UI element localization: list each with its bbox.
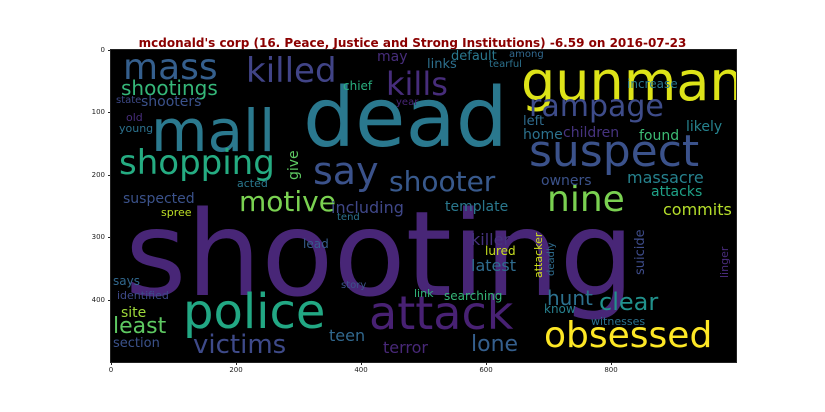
word-default: default <box>451 50 497 64</box>
word-chief: chief <box>343 79 373 93</box>
x-tick-label: 600 <box>479 366 493 374</box>
word-home: home <box>523 127 563 143</box>
y-tick-mark <box>108 299 111 301</box>
word-shopping: shopping <box>119 143 275 183</box>
word-tearful: tearful <box>489 59 522 70</box>
word-mall: mall <box>151 97 276 165</box>
word-shootings: shootings <box>121 76 218 100</box>
word-attack: attack <box>369 286 514 340</box>
y-tick-label: 100 <box>91 108 105 117</box>
word-witnesses: witnesses <box>591 315 646 328</box>
word-say: say <box>313 149 379 193</box>
x-tick-mark <box>236 362 237 365</box>
word-rampage: rampage <box>529 89 664 124</box>
word-links: links <box>427 57 457 72</box>
word-attacks: attacks <box>651 184 703 200</box>
word-deadly: deadly <box>546 242 557 276</box>
word-victims: victims <box>193 330 287 360</box>
word-linger: linger <box>718 246 731 278</box>
word-tend: tend <box>337 212 360 223</box>
word-found: found <box>639 128 680 144</box>
word-gunman: gunman <box>521 50 736 113</box>
word-likely: likely <box>686 119 723 135</box>
word-suspected: suspected <box>123 191 195 207</box>
word-killed: killed <box>246 51 337 91</box>
word-section: section <box>113 336 160 351</box>
word-increase: increase <box>627 77 678 91</box>
word-children: children <box>563 125 620 141</box>
word-mass: mass <box>123 50 218 88</box>
y-tick-label: 300 <box>91 233 105 242</box>
word-suicide: suicide <box>633 229 648 275</box>
word-killer: killer <box>471 230 511 249</box>
word-obsessed: obsessed <box>544 315 713 356</box>
word-nine: nine <box>547 179 625 220</box>
word-state: state <box>116 95 142 106</box>
word-shooters: shooters <box>141 94 202 110</box>
word-identified: identified <box>117 289 169 302</box>
word-old: old <box>126 111 143 124</box>
word-attacker: attacker <box>532 232 545 278</box>
word-young: young <box>119 122 154 135</box>
word-give: give <box>286 150 302 180</box>
word-lured: lured <box>485 244 516 258</box>
x-tick-label: 0 <box>108 366 114 374</box>
word-terror: terror <box>383 338 429 357</box>
x-tick-mark <box>611 362 612 365</box>
y-tick-mark <box>108 237 111 239</box>
word-year: year <box>396 97 419 108</box>
word-motive: motive <box>239 185 336 218</box>
word-lone: lone <box>471 332 519 357</box>
word-left: left <box>523 114 545 129</box>
word-shooter: shooter <box>389 165 496 198</box>
y-tick-mark <box>108 50 111 51</box>
word-hunt: hunt <box>547 286 593 310</box>
y-tick-label: 200 <box>91 170 105 179</box>
y-tick-mark <box>108 112 111 114</box>
word-teen: teen <box>329 326 366 345</box>
y-tick-mark <box>108 174 111 176</box>
word-dead: dead <box>303 71 508 166</box>
word-police: police <box>183 284 326 340</box>
word-latest: latest <box>471 256 516 275</box>
x-tick-mark <box>361 362 362 365</box>
y-tick-label: 0 <box>100 46 105 54</box>
word-massacre: massacre <box>627 168 704 187</box>
word-commits: commits <box>663 200 732 219</box>
word-owners: owners <box>541 173 592 189</box>
word-including: including <box>331 198 404 217</box>
x-tick-mark <box>111 362 112 365</box>
word-template: template <box>445 199 509 215</box>
x-tick-label: 400 <box>354 366 368 374</box>
chart-title: mcdonald's corp (16. Peace, Justice and … <box>138 36 687 50</box>
x-tick-label: 200 <box>229 366 243 374</box>
word-kills: kills <box>386 65 448 103</box>
word-clear: clear <box>599 288 659 316</box>
x-tick-mark <box>486 362 487 365</box>
wordcloud-image: shooting dead gunman mall suspect police attac… <box>110 49 737 363</box>
word-know: know <box>544 302 576 316</box>
word-site: site <box>121 305 147 321</box>
word-spree: spree <box>161 206 192 219</box>
word-suspect: suspect <box>529 126 700 177</box>
word-acted: acted <box>237 177 268 190</box>
word-story: story <box>341 280 367 291</box>
word-link: link <box>414 287 434 300</box>
word-may: may <box>377 50 408 65</box>
word-says: says <box>113 274 140 288</box>
x-tick-label: 800 <box>604 366 618 374</box>
word-among: among <box>509 50 544 60</box>
y-tick-label: 400 <box>91 295 105 304</box>
word-least: least <box>113 314 167 339</box>
word-lead: lead <box>303 237 329 251</box>
word-shooting: shooting <box>125 185 635 323</box>
word-searching: searching <box>444 289 503 303</box>
